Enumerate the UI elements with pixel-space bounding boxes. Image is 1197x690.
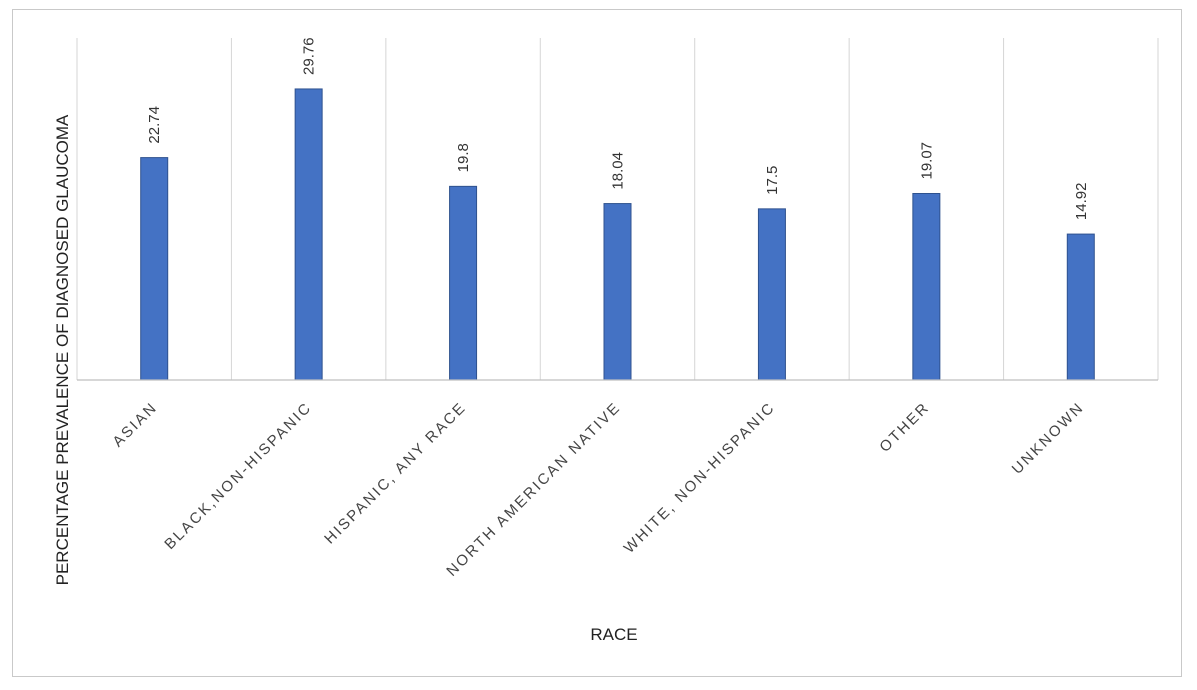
- bar-3: [603, 203, 632, 381]
- x-tick-label-1: BLACK,NON-HISPANIC: [161, 399, 315, 553]
- bar-2: [449, 185, 478, 381]
- data-label-3: 18.04: [610, 152, 627, 190]
- bars: [140, 88, 1095, 381]
- x-tick-label-0: ASIAN: [109, 399, 161, 451]
- x-axis-title: RACE: [590, 625, 637, 644]
- data-label-5: 19.07: [918, 142, 935, 180]
- gridlines: [76, 38, 1159, 380]
- data-labels: 22.74 29.76 19.8 18.04 17.5 19.07 14.92: [146, 37, 1090, 220]
- bar-6: [1066, 233, 1095, 381]
- data-label-1: 29.76: [301, 37, 318, 75]
- bar-1: [294, 88, 323, 381]
- x-tick-label-5: OTHER: [876, 399, 933, 456]
- bar-0: [140, 157, 169, 381]
- data-label-2: 19.8: [455, 143, 472, 172]
- data-label-4: 17.5: [764, 166, 781, 195]
- bar-4: [757, 208, 786, 381]
- x-tick-label-2: HISPANIC, ANY RACE: [321, 399, 470, 548]
- chart-frame: [12, 9, 1182, 677]
- x-tick-label-3: NORTH AMERICAN NATIVE: [443, 399, 624, 580]
- data-label-0: 22.74: [146, 106, 163, 144]
- x-tick-label-4: WHITE, NON-HISPANIC: [621, 399, 779, 557]
- data-label-6: 14.92: [1073, 183, 1090, 221]
- x-tick-label-6: UNKNOWN: [1009, 399, 1088, 478]
- y-axis-title: PERCENTAGE PREVALENCE OF DIAGNOSED GLAUC…: [53, 114, 72, 585]
- bar-5: [912, 192, 941, 381]
- x-tick-labels: ASIAN BLACK,NON-HISPANIC HISPANIC, ANY RAC…: [109, 399, 1087, 580]
